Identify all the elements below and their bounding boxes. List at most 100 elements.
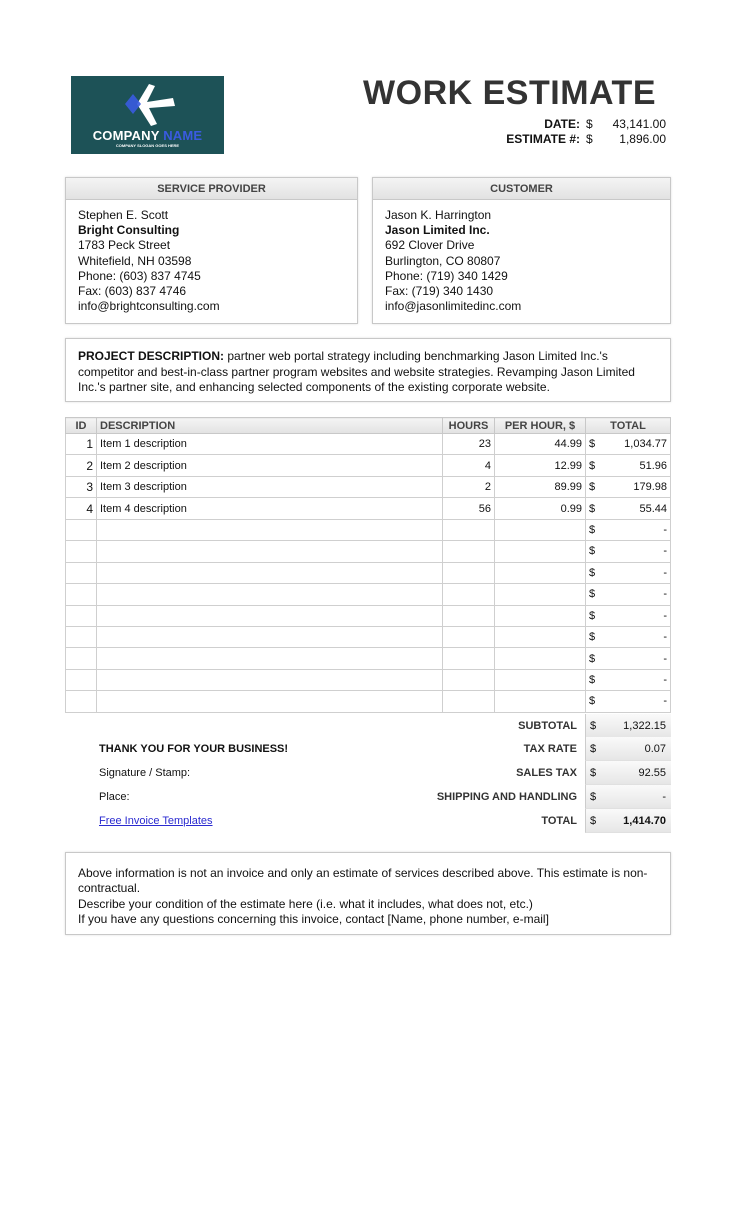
cell-description [96,604,443,627]
project-description-label: PROJECT DESCRIPTION: [78,349,225,363]
customer-company: Jason Limited Inc. [385,223,490,238]
cell-currency: $ [585,647,600,670]
cell-per-hour [494,668,586,692]
company-name: COMPANY NAME [92,128,203,143]
cell-hours: 23 [442,432,495,456]
summary-value-cell: $0.07 [585,737,671,761]
summary-row-total: Free Invoice Templates TOTAL $1,414.70 [65,809,671,833]
cell-per-hour: 89.99 [494,475,586,499]
cell-hours [442,690,495,713]
cell-total: - [599,604,671,627]
cell-currency: $ [585,475,600,499]
cell-description [96,668,443,692]
table-row: 3 Item 3 description 2 89.99 $179.98 [65,475,671,499]
summary-value: 92.55 [638,767,666,779]
cell-id [65,604,97,627]
table-row: $ - [65,583,671,606]
cell-description: Item 3 description [96,475,443,499]
provider-email: info@brightconsulting.com [78,299,220,314]
customer-box: CUSTOMER Jason K. Harrington Jason Limit… [372,177,671,324]
cell-id [65,625,97,649]
table-row: 1 Item 1 description 23 44.99 $1,034.77 [65,432,671,456]
summary-currency: $ [590,815,597,827]
cell-hours [442,540,495,563]
summary-value-cell: $1,414.70 [585,809,671,833]
cell-currency: $ [585,540,600,563]
company-slogan: COMPANY SLOGAN GOES HERE [115,143,180,148]
document-title: WORK ESTIMATE [363,74,656,112]
service-provider-box: SERVICE PROVIDER Stephen E. Scott Bright… [65,177,358,324]
table-row: $ - [65,625,671,649]
cell-currency: $ [585,668,600,692]
cell-total: 51.96 [599,454,671,477]
cell-total: - [599,518,671,542]
cell-currency: $ [585,604,600,627]
signature-label: Signature / Stamp: [99,767,191,779]
header-id: ID [65,417,97,434]
cell-total: - [599,583,671,606]
provider-street: 1783 Peck Street [78,238,171,253]
cell-hours: 56 [442,497,495,520]
cell-hours [442,625,495,649]
cell-currency: $ [585,454,600,477]
cell-description: Item 4 description [96,497,443,520]
footer-notes: Above information is not an invoice and … [65,852,671,935]
cell-currency: $ [585,497,600,520]
summary-currency: $ [590,791,597,803]
header-hours: HOURS [442,417,495,434]
cell-per-hour [494,518,586,542]
arrow-logo-icon [125,84,175,126]
cell-per-hour [494,625,586,649]
cell-total: 55.44 [599,497,671,520]
summary-value: 0.07 [644,743,666,755]
cell-per-hour [494,583,586,606]
customer-city: Burlington, CO 80807 [385,253,501,268]
customer-email: info@jasonlimitedinc.com [385,299,522,314]
summary-value: 1,414.70 [623,815,666,827]
cell-currency: $ [585,518,600,542]
table-header: ID DESCRIPTION HOURS PER HOUR, $ TOTAL [65,417,671,434]
summary-row-tax-rate: THANK YOU FOR YOUR BUSINESS! TAX RATE $0.0… [65,737,671,761]
line-items-table: ID DESCRIPTION HOURS PER HOUR, $ TOTAL 1… [65,417,671,713]
summary-label: SHIPPING AND HANDLING [436,791,577,803]
cell-total: - [599,540,671,563]
summary-label: TOTAL [541,815,577,827]
estimate-number-field: ESTIMATE #: $1,896.00 [506,132,666,146]
cell-description [96,518,443,542]
cell-per-hour [494,647,586,670]
cell-description: Item 1 description [96,432,443,456]
summary-currency: $ [590,743,597,755]
cell-per-hour: 44.99 [494,432,586,456]
customer-phone: Phone: (719) 340 1429 [385,268,508,283]
cell-id [65,668,97,692]
provider-phone: Phone: (603) 837 4745 [78,268,201,283]
cell-hours [442,518,495,542]
cell-per-hour: 0.99 [494,497,586,520]
cell-total: - [599,647,671,670]
summary-value-cell: $1,322.15 [585,714,671,738]
summary-value: - [662,791,666,803]
footer-line: Above information is not an invoice and … [78,866,648,896]
summary-value: 1,322.15 [623,720,666,732]
summary-label: SALES TAX [516,767,577,779]
cell-total: - [599,625,671,649]
cell-id [65,561,97,585]
project-description-text: partner web portal strategy including be… [78,349,635,394]
footer-line: Describe your condition of the estimate … [78,896,533,911]
cell-per-hour [494,604,586,627]
summary-value-cell: $ - [585,785,671,809]
cell-description [96,540,443,563]
header-description: DESCRIPTION [96,417,443,434]
cell-per-hour: 12.99 [494,454,586,477]
free-invoice-templates-link[interactable]: Free Invoice Templates [99,815,213,827]
cell-id: 1 [65,432,97,456]
company-logo: COMPANY NAME COMPANY SLOGAN GOES HERE [71,76,224,154]
provider-fax: Fax: (603) 837 4746 [78,284,187,299]
thank-you-message: THANK YOU FOR YOUR BUSINESS! [99,743,289,755]
cell-hours: 4 [442,454,495,477]
summary-currency: $ [590,720,597,732]
summary-currency: $ [590,767,597,779]
table-row: $ - [65,518,671,542]
cell-id [65,518,97,542]
provider-name: Stephen E. Scott [78,208,169,222]
